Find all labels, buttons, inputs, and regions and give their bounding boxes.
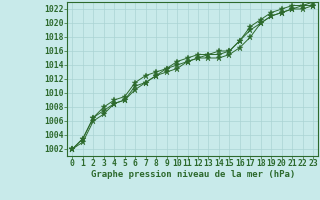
X-axis label: Graphe pression niveau de la mer (hPa): Graphe pression niveau de la mer (hPa) bbox=[91, 170, 295, 179]
